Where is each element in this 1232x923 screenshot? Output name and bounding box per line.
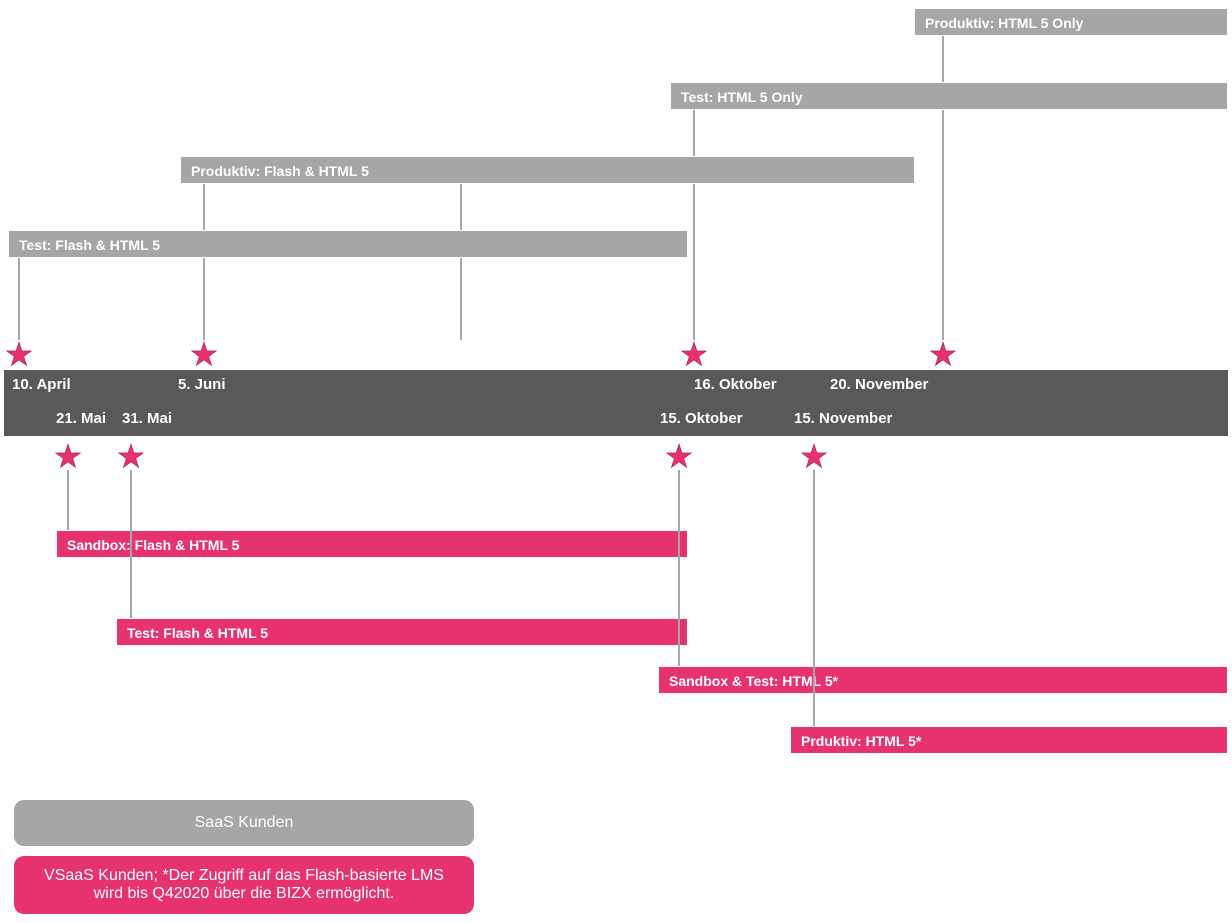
timeline-diagram: Produktiv: HTML 5 Only Test: HTML 5 Only P…	[0, 0, 1232, 923]
legend-text: VSaaS Kunden; *Der Zugriff auf das Flash…	[34, 867, 454, 903]
star-bottom-1	[117, 442, 145, 470]
date-top-0: 10. April	[12, 376, 71, 393]
star-top-3	[929, 340, 957, 368]
top-bar-label: Produktiv: HTML 5 Only	[925, 15, 1083, 31]
top-bar-label: Test: Flash & HTML 5	[19, 237, 160, 253]
star-bottom-2	[665, 442, 693, 470]
legend-1: VSaaS Kunden; *Der Zugriff auf das Flash…	[14, 856, 474, 914]
date-bottom-1: 31. Mai	[122, 410, 172, 427]
legend-0: SaaS Kunden	[14, 800, 474, 846]
bottom-bar-line	[67, 470, 69, 530]
bottom-bar-line	[813, 470, 815, 726]
top-bar-0: Produktiv: HTML 5 Only	[914, 8, 1228, 36]
date-bottom-3: 15. November	[794, 410, 892, 427]
top-bar-label: Produktiv: Flash & HTML 5	[191, 163, 369, 179]
top-bar-line	[203, 184, 205, 340]
date-bottom-2: 15. Oktober	[660, 410, 743, 427]
date-top-2: 16. Oktober	[694, 376, 777, 393]
star-top-2	[680, 340, 708, 368]
bottom-bar-3: Prduktiv: HTML 5*	[790, 726, 1228, 754]
top-bar-line	[693, 110, 695, 340]
top-bar-extra-line	[460, 184, 462, 340]
star-bottom-0	[54, 442, 82, 470]
top-bar-label: Test: HTML 5 Only	[681, 89, 803, 105]
bottom-bar-2: Sandbox & Test: HTML 5*	[658, 666, 1228, 694]
star-top-0	[5, 340, 33, 368]
legend-text: SaaS Kunden	[195, 814, 294, 832]
date-top-3: 20. November	[830, 376, 928, 393]
top-bar-3: Test: Flash & HTML 5	[8, 230, 688, 258]
top-bar-2: Produktiv: Flash & HTML 5	[180, 156, 915, 184]
bottom-bar-label: Test: Flash & HTML 5	[127, 625, 268, 641]
bottom-bar-line	[678, 470, 680, 666]
top-bar-line	[18, 258, 20, 340]
bottom-bar-line	[130, 470, 132, 618]
star-top-1	[190, 340, 218, 368]
bottom-bar-label: Sandbox: Flash & HTML 5	[67, 537, 239, 553]
top-bar-1: Test: HTML 5 Only	[670, 82, 1228, 110]
bottom-bar-0: Sandbox: Flash & HTML 5	[56, 530, 688, 558]
star-bottom-3	[800, 442, 828, 470]
bottom-bar-1: Test: Flash & HTML 5	[116, 618, 688, 646]
date-bottom-0: 21. Mai	[56, 410, 106, 427]
date-top-1: 5. Juni	[178, 376, 226, 393]
bottom-bar-label: Prduktiv: HTML 5*	[801, 733, 921, 749]
